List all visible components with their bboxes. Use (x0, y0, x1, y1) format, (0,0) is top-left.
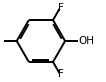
Text: OH: OH (79, 36, 95, 46)
Text: F: F (58, 3, 64, 13)
Text: F: F (58, 69, 64, 79)
